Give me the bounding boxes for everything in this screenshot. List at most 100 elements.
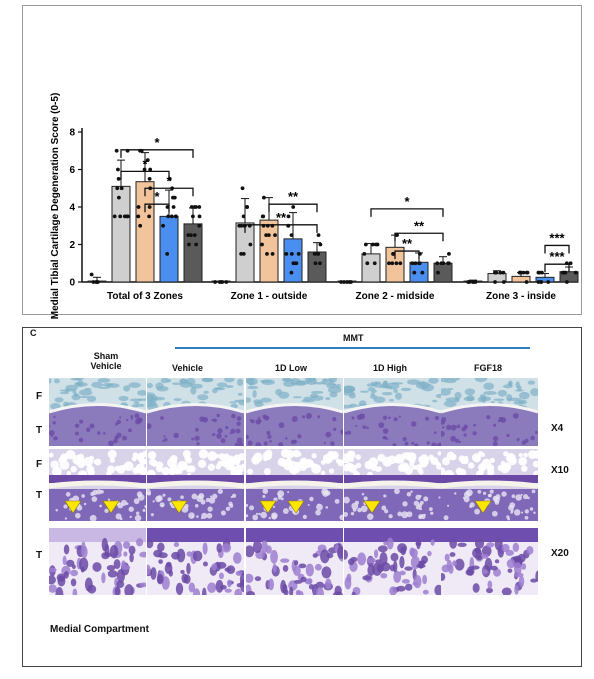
- histology-image-x4: [49, 378, 146, 446]
- data-point: [291, 205, 296, 209]
- data-point: [91, 280, 96, 284]
- data-point: [94, 280, 99, 284]
- significance-bracket: [144, 203, 170, 213]
- y-axis-label: Medial Tibial Cartilage Degeneration Sco…: [50, 93, 61, 320]
- data-point: [436, 270, 440, 275]
- bar: [183, 223, 203, 283]
- data-point: [439, 261, 444, 266]
- significance-bracket: [120, 149, 194, 158]
- data-point: [264, 233, 269, 238]
- data-point: [466, 280, 471, 284]
- data-point: [498, 270, 503, 275]
- category-label: Zone 2 - midside: [356, 291, 435, 302]
- data-point: [470, 280, 475, 284]
- histology-panel: [22, 327, 582, 667]
- data-point: [517, 270, 522, 275]
- lesion-arrow-icon: [363, 500, 381, 514]
- data-point: [417, 261, 422, 266]
- data-point: [394, 261, 399, 266]
- y-tick-label: 0: [69, 278, 75, 289]
- magnification-x4: X4: [551, 423, 564, 434]
- data-point: [525, 270, 530, 275]
- data-point: [119, 186, 124, 191]
- mmt-bracket-line: [175, 347, 530, 349]
- data-point: [142, 167, 147, 172]
- histology-image-x20: [246, 528, 343, 595]
- data-point: [390, 261, 395, 266]
- bar: [361, 253, 381, 283]
- significance-bracket: [544, 244, 570, 254]
- category-label: Zone 3 - inside: [486, 291, 556, 302]
- data-point: [270, 251, 275, 256]
- data-point: [116, 176, 121, 181]
- footer-label: Medial Compartment: [50, 624, 149, 635]
- data-point: [89, 272, 94, 277]
- data-point: [410, 261, 415, 266]
- bar: [259, 219, 279, 283]
- data-point: [562, 270, 567, 275]
- data-point: [266, 233, 271, 238]
- data-point: [241, 251, 246, 256]
- bar: [111, 185, 131, 283]
- data-point: [265, 251, 269, 256]
- data-point: [273, 233, 277, 238]
- data-point: [125, 214, 129, 219]
- group-label-sham: Sham Vehicle: [90, 351, 122, 371]
- significance-label: *: [166, 173, 172, 188]
- data-point: [413, 261, 418, 266]
- chart-panel: [22, 5, 582, 315]
- data-point: [435, 261, 440, 266]
- data-point: [118, 214, 123, 219]
- histology-image-x4: [147, 378, 244, 446]
- data-point: [260, 242, 264, 247]
- data-point: [521, 270, 526, 275]
- data-point: [536, 270, 541, 275]
- data-point: [165, 251, 170, 256]
- lesion-arrow-icon: [259, 500, 277, 514]
- data-point: [147, 205, 152, 209]
- data-point: [372, 261, 377, 266]
- significance-label: **: [414, 218, 425, 233]
- data-point: [539, 280, 544, 284]
- magnification-x10: X10: [551, 465, 569, 476]
- panel-letter: C: [30, 328, 37, 338]
- data-point: [138, 223, 143, 228]
- data-point: [318, 242, 323, 247]
- data-point: [284, 251, 289, 256]
- data-point: [173, 214, 178, 219]
- category-label: Total of 3 Zones: [107, 291, 183, 302]
- data-point: [148, 167, 153, 172]
- group-label-vehicle: Vehicle: [172, 363, 204, 373]
- data-point: [294, 261, 299, 266]
- data-point: [189, 205, 194, 209]
- data-point: [546, 280, 551, 284]
- significance-bracket: [394, 250, 420, 260]
- data-point: [345, 280, 349, 284]
- data-point: [187, 242, 191, 247]
- y-tick-label: 8: [69, 128, 75, 139]
- data-point: [286, 214, 291, 219]
- histology-image-x10: [246, 449, 343, 521]
- category-label: Zone 1 - outside: [231, 291, 308, 302]
- lesion-arrow-icon: [474, 500, 492, 514]
- data-point: [166, 214, 171, 219]
- data-point: [398, 261, 403, 266]
- data-point: [501, 270, 506, 275]
- data-point: [316, 251, 320, 256]
- data-point: [197, 214, 202, 219]
- bar: [135, 181, 155, 283]
- histology-image-x10: [344, 449, 441, 521]
- data-point: [339, 280, 343, 284]
- data-point: [194, 205, 198, 209]
- data-point: [117, 195, 121, 200]
- data-point: [147, 176, 152, 181]
- data-point: [573, 270, 578, 275]
- data-point: [493, 280, 497, 284]
- histology-image-x10: [49, 449, 146, 521]
- group-label-1d-high: 1D High: [373, 363, 408, 373]
- lesion-arrow-icon: [64, 500, 82, 514]
- data-point: [412, 270, 417, 275]
- data-point: [391, 251, 396, 256]
- data-point: [289, 270, 294, 275]
- data-point: [190, 214, 195, 219]
